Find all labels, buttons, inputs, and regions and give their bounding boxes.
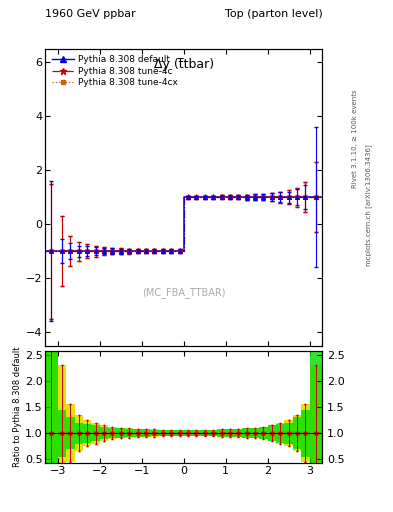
Legend: Pythia 8.308 default, Pythia 8.308 tune-4c, Pythia 8.308 tune-4cx: Pythia 8.308 default, Pythia 8.308 tune-… (50, 53, 179, 89)
Y-axis label: Ratio to Pythia 8.308 default: Ratio to Pythia 8.308 default (13, 347, 22, 467)
Text: 1960 GeV ppbar: 1960 GeV ppbar (45, 9, 136, 19)
Text: Top (parton level): Top (parton level) (224, 9, 322, 19)
Text: mcplots.cern.ch [arXiv:1306.3436]: mcplots.cern.ch [arXiv:1306.3436] (365, 144, 372, 266)
Text: Δy (t̅tbar): Δy (t̅tbar) (154, 57, 214, 71)
Text: Rivet 3.1.10, ≥ 100k events: Rivet 3.1.10, ≥ 100k events (352, 89, 358, 187)
Text: (MC_FBA_TTBAR): (MC_FBA_TTBAR) (142, 287, 226, 297)
